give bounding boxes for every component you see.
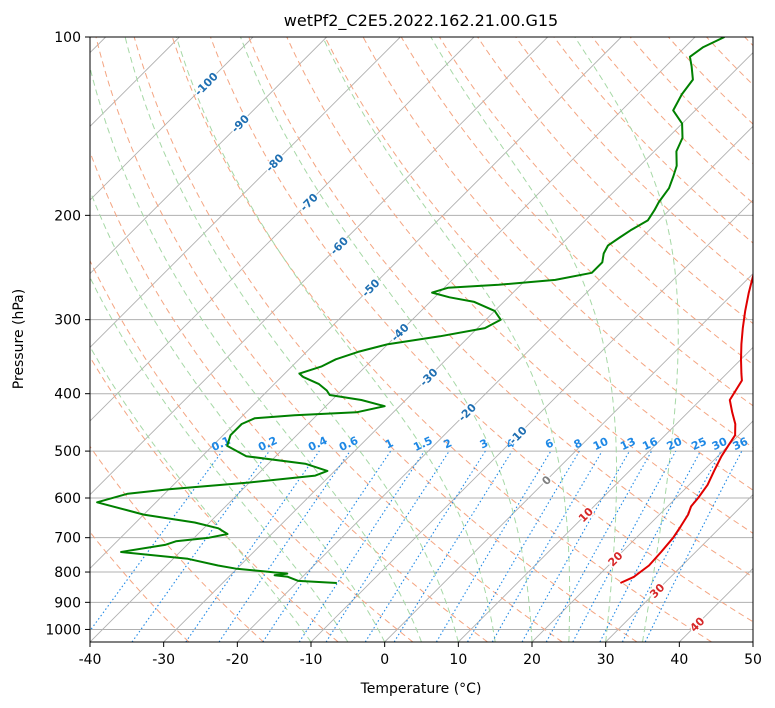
- moist-adiabat: [90, 65, 422, 642]
- moist-adiabat: [90, 276, 349, 642]
- moist-adiabat: [90, 189, 386, 642]
- mixing-ratio-line: [90, 450, 223, 632]
- mixing-ratio-line: [467, 450, 580, 642]
- mixing-ratio-line: [218, 450, 351, 642]
- x-tick-label: 20: [523, 652, 541, 668]
- dry-adiabat: [90, 259, 414, 642]
- mixing-ratio-label: 13: [618, 435, 637, 453]
- isotherm-gridline: [237, 125, 753, 642]
- isotherm-gridline: [458, 346, 753, 642]
- isotherm-gridline: [90, 37, 254, 201]
- isotherm-gridline: [90, 37, 696, 642]
- dry-adiabat: [90, 445, 264, 642]
- mixing-ratio-line: [364, 450, 486, 642]
- moist-adiabat: [124, 37, 459, 642]
- y-tick-label: 500: [54, 444, 81, 460]
- mixing-ratio-label: 16: [640, 435, 660, 453]
- y-tick-label: 900: [54, 595, 81, 611]
- dry-adiabat: [171, 37, 712, 642]
- axes: -40 -30 -20 -10 0 10 20 30 40 50 1000 900 800 700 600 5…: [45, 30, 762, 668]
- x-axis-label: Temperature (°C): [360, 681, 482, 697]
- moist-adiabat: [574, 37, 679, 642]
- mixing-ratio-label: 30: [710, 435, 730, 453]
- x-tick-label: 40: [670, 652, 688, 668]
- mixing-ratio-line: [572, 450, 677, 642]
- mixing-ratio-label: 25: [689, 435, 708, 453]
- mixing-ratio-line: [393, 450, 513, 642]
- dry-adiabat: [477, 37, 753, 325]
- x-tick-label: -40: [79, 652, 102, 668]
- dry-adiabat: [324, 37, 753, 491]
- moist-adiabat: [175, 37, 496, 642]
- dry-adiabat: [362, 37, 753, 449]
- x-tick-label: -20: [226, 652, 249, 668]
- isotherm-gridline: [90, 37, 622, 569]
- moist-adiabat: [90, 345, 312, 642]
- x-tick-label: 50: [744, 652, 762, 668]
- y-tick-label: 700: [54, 531, 81, 547]
- mixing-ratio-line: [325, 450, 450, 642]
- chart-title: wetPf2_C2E5.2022.162.21.00.G15: [284, 11, 558, 31]
- y-tick-label: 600: [54, 491, 81, 507]
- x-tick-label: 10: [449, 652, 467, 668]
- y-tick-label: 200: [54, 208, 81, 224]
- y-tick-label: 800: [54, 565, 81, 581]
- mixing-ratio-line: [131, 450, 270, 642]
- isotherm-gridline: [163, 52, 753, 642]
- mixing-ratio-label: 20: [665, 435, 685, 453]
- y-tick-label: 300: [54, 313, 81, 329]
- y-tick-label: 1000: [45, 622, 81, 638]
- dewpoint-profile-line: [96, 37, 725, 584]
- mixing-ratio-label: 10: [591, 435, 611, 453]
- moist-adiabat: [240, 37, 533, 642]
- isotherm-gridline: [90, 37, 548, 496]
- x-tick-label: 30: [597, 652, 615, 668]
- temperature-profile-line: [619, 272, 753, 584]
- mixing-ratio-line: [435, 450, 552, 642]
- mixing-ratio-line: [185, 450, 320, 642]
- dry-adiabat: [210, 37, 753, 623]
- mixing-ratio-line: [545, 450, 653, 642]
- dry-adiabat: [95, 37, 563, 642]
- x-tick-label: -10: [300, 652, 323, 668]
- mixing-ratio-label: 36: [731, 435, 751, 453]
- isotherm-gridline: [90, 37, 401, 348]
- moist-adiabat: [430, 37, 618, 642]
- isotherm-gridline: [384, 273, 753, 642]
- dry-adiabat: [400, 37, 753, 407]
- isotherm-gridline: [531, 420, 753, 642]
- dry-adiabat: [629, 37, 753, 165]
- x-tick-label: 0: [380, 652, 389, 668]
- mixing-ratio-line: [491, 450, 603, 642]
- isotherm-gridline: [90, 37, 475, 422]
- x-tick-label: -30: [152, 652, 175, 668]
- y-tick-label: 100: [54, 30, 81, 46]
- isotherm-gridline: [90, 37, 327, 275]
- dry-adiabat: [248, 37, 753, 578]
- mixing-ratio-line: [521, 450, 630, 642]
- y-tick-label: 400: [54, 387, 81, 403]
- dry-adiabat: [133, 37, 638, 642]
- y-axis-label: Pressure (hPa): [11, 289, 27, 389]
- moist-adiabat: [322, 37, 571, 642]
- plot-frame: [89, 36, 754, 643]
- dry-adiabat: [515, 37, 753, 284]
- isotherm-gridline: [605, 494, 753, 642]
